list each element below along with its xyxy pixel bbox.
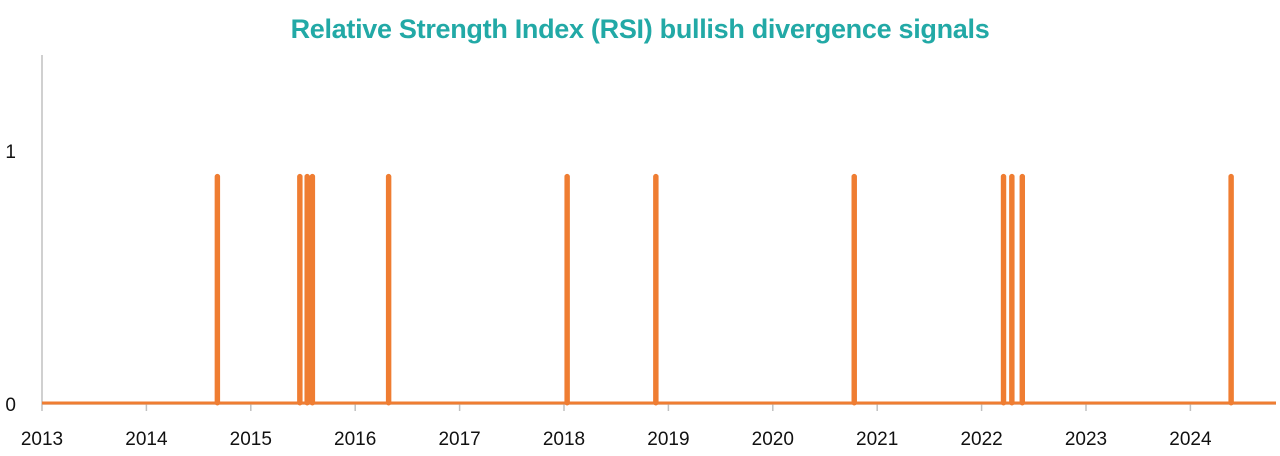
x-tick-label: 2014 xyxy=(125,429,168,450)
x-tick-label: 2022 xyxy=(960,429,1002,450)
y-tick-label: 0 xyxy=(5,395,16,416)
x-axis: 2013 2014 2015 2016 2017 2018 2019 2020 2021 2022… xyxy=(21,403,1276,450)
chart-title: Relative Strength Index (RSI) bullish di… xyxy=(290,14,990,44)
x-tick-label: 2013 xyxy=(21,429,63,450)
x-tick-label: 2016 xyxy=(334,429,376,450)
signal-series xyxy=(42,173,1276,406)
signal-line xyxy=(42,174,1276,405)
x-tick-label: 2019 xyxy=(647,429,689,450)
x-tick-label: 2018 xyxy=(543,429,585,450)
x-tick-label: 2015 xyxy=(230,429,272,450)
x-tick-label: 2023 xyxy=(1065,429,1107,450)
y-tick-label: 1 xyxy=(5,142,16,163)
y-axis: 01 xyxy=(5,55,43,416)
x-tick-label: 2020 xyxy=(752,429,794,450)
x-tick-label: 2021 xyxy=(856,429,898,450)
x-tick-label: 2017 xyxy=(438,429,480,450)
x-tick-label: 2024 xyxy=(1169,429,1212,450)
